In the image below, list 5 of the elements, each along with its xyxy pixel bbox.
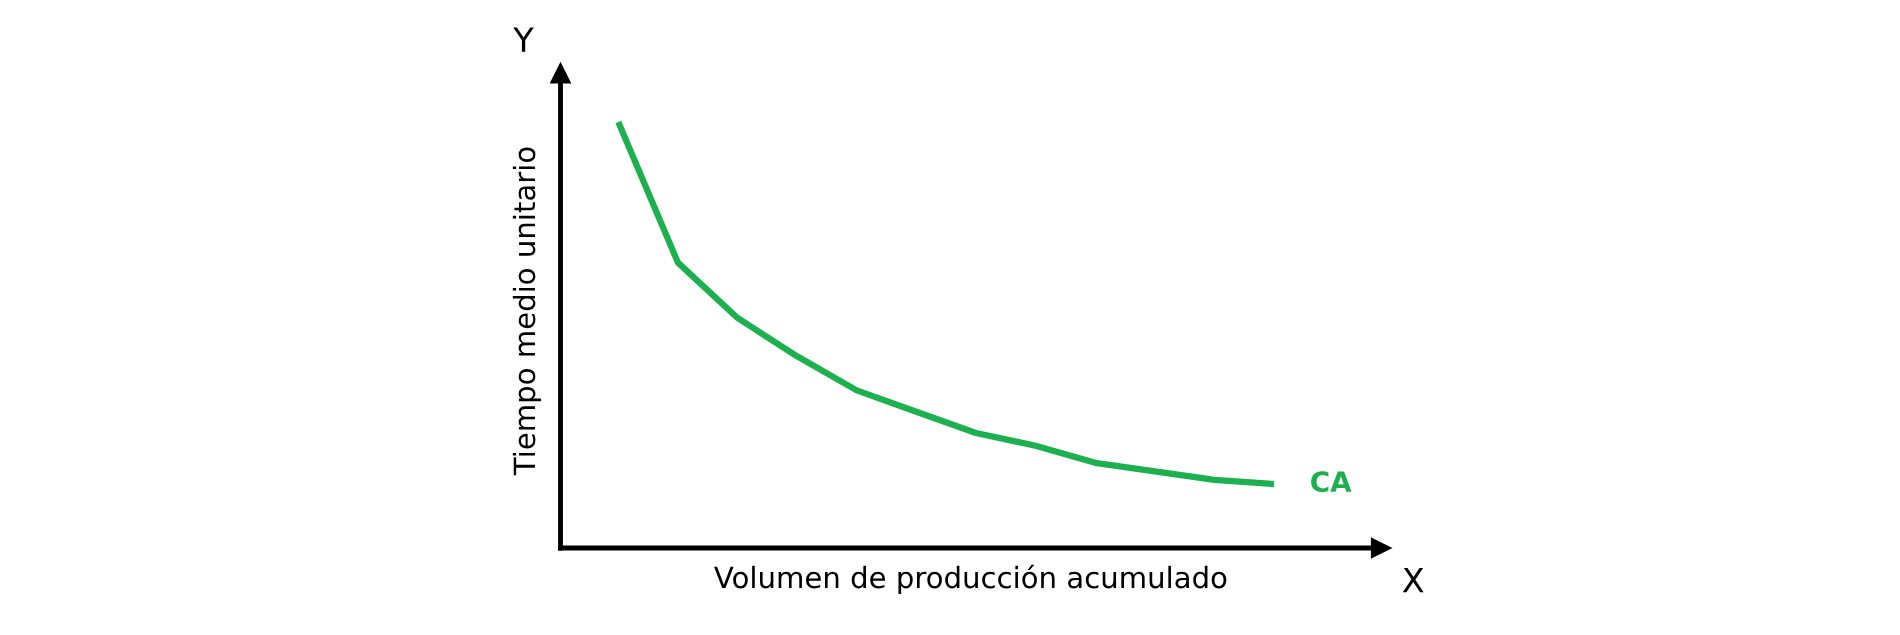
- series-label: CA: [1311, 471, 1352, 493]
- x-axis-title: Volumen de producción acumulado: [714, 564, 1227, 595]
- y-axis-title: Tiempo medio unitario: [512, 147, 542, 476]
- text: X: [1402, 568, 1424, 593]
- text: Y: [513, 27, 534, 52]
